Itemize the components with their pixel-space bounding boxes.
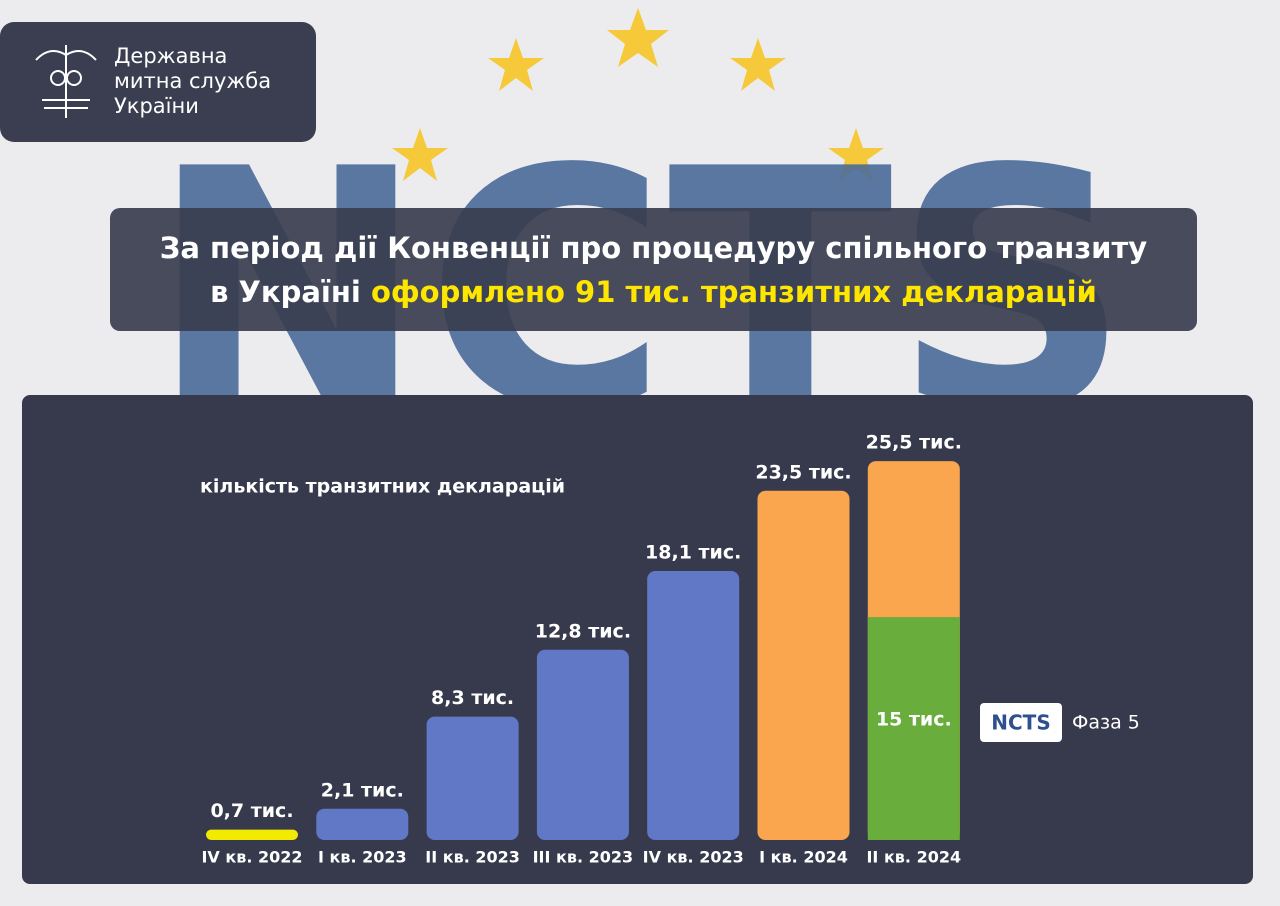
org-line: України xyxy=(114,94,199,118)
headline-text: в Україні xyxy=(210,275,361,309)
value-label: 23,5 тис. xyxy=(755,461,851,483)
value-label: 25,5 тис. xyxy=(866,432,962,454)
org-name: Державна митна служба України xyxy=(114,44,271,119)
headline-line: За період дії Конвенції про процедуру сп… xyxy=(159,231,1148,265)
x-tick-label: IV кв. 2022 xyxy=(201,848,302,867)
bar xyxy=(536,649,629,840)
x-tick-label: II кв. 2023 xyxy=(425,848,520,867)
value-label: 18,1 тис. xyxy=(645,542,741,564)
org-line: митна служба xyxy=(114,69,272,93)
value-label: 2,1 тис. xyxy=(321,779,404,801)
bar xyxy=(757,490,850,840)
headline: За період дії Конвенції про процедуру сп… xyxy=(110,226,1197,314)
chart-subtitle: кількість транзитних декларацій xyxy=(200,476,565,498)
legend-logo-box xyxy=(980,703,1062,742)
value-label: 0,7 тис. xyxy=(210,800,293,822)
headline-line: в Україні оформлено 91 тис. транзитних д… xyxy=(110,270,1197,314)
bar xyxy=(647,571,740,840)
x-tick-label: IV кв. 2023 xyxy=(643,848,744,867)
eu-stars xyxy=(392,8,884,181)
x-tick-label: I кв. 2024 xyxy=(759,848,848,867)
bar xyxy=(206,829,298,840)
org-line: Державна xyxy=(114,44,228,68)
value-label: 12,8 тис. xyxy=(535,620,631,642)
x-tick-label: III кв. 2023 xyxy=(533,848,634,867)
bar xyxy=(316,808,409,840)
bar xyxy=(426,716,519,840)
headline-highlight: оформлено 91 тис. транзитних декларацій xyxy=(370,275,1097,309)
emblem xyxy=(35,45,97,118)
subset-label: 15 тис. xyxy=(876,709,952,731)
legend-logo: NCTS xyxy=(991,711,1050,735)
legend-label: Фаза 5 xyxy=(1072,712,1140,734)
x-tick-label: II кв. 2024 xyxy=(866,848,961,867)
value-label: 8,3 тис. xyxy=(431,687,514,709)
subset-bar xyxy=(867,617,960,840)
headline-card xyxy=(110,208,1197,331)
chart-panel xyxy=(22,395,1253,884)
x-tick-label: I кв. 2023 xyxy=(318,848,407,867)
